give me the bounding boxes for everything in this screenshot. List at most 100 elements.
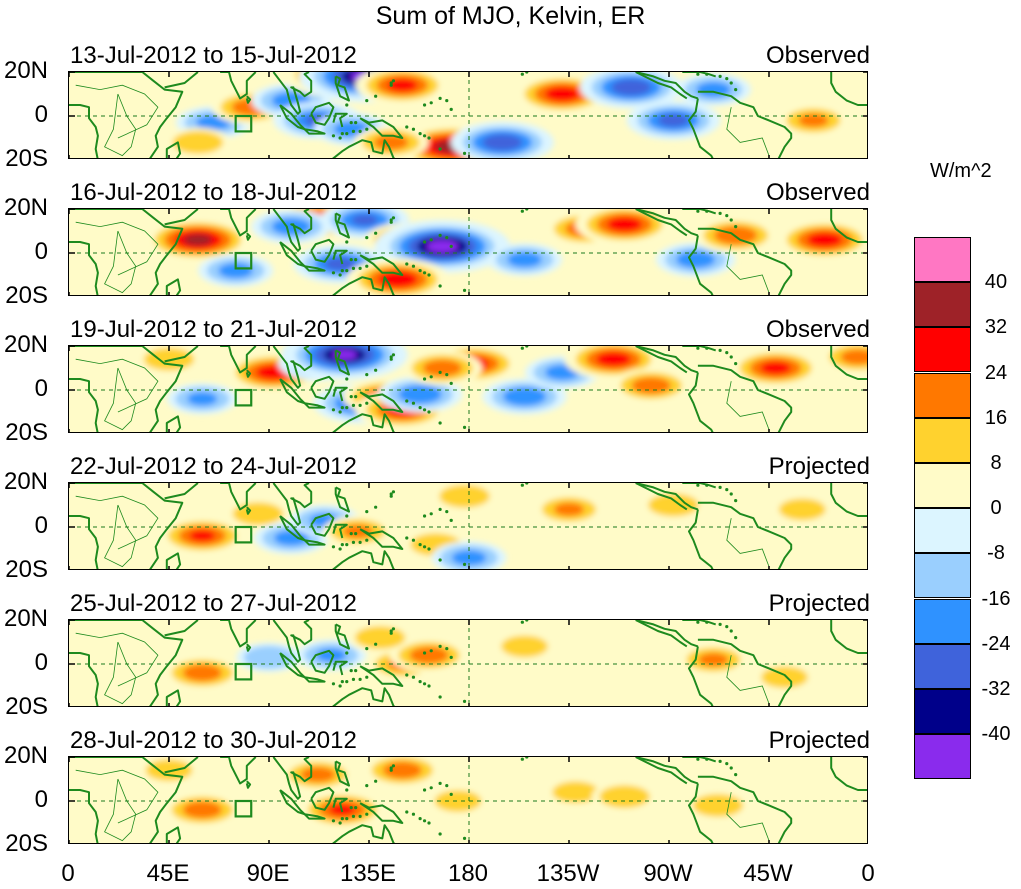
island-dot [354, 806, 358, 810]
island-dot [405, 536, 409, 540]
colorbar-swatch [914, 553, 971, 599]
island-dot [358, 540, 362, 544]
colorbar-swatch [914, 598, 971, 644]
island-dot [411, 675, 416, 679]
coastline [682, 209, 717, 215]
anomaly-contour [143, 347, 195, 371]
island-dot [525, 72, 529, 74]
coastline [332, 660, 348, 676]
island-dot [354, 669, 358, 673]
anomaly-contour [692, 794, 744, 817]
coastline [635, 346, 699, 374]
colorbar-swatch [914, 463, 971, 508]
coastline [310, 238, 335, 263]
latitude-tick-label: 20N [3, 742, 48, 769]
anomaly-contour [544, 86, 580, 102]
island-dot [445, 373, 449, 377]
island-dot [729, 218, 733, 222]
island-dot [389, 629, 393, 633]
island-dot [725, 77, 729, 81]
anomaly-contour [502, 387, 547, 406]
coastline [245, 369, 252, 378]
island-dot [445, 647, 449, 651]
island-dot [718, 622, 722, 626]
island-dot [391, 79, 396, 83]
island-dot [429, 649, 433, 653]
island-dot [345, 680, 349, 684]
reference-box [234, 114, 253, 133]
island-dot [705, 483, 709, 487]
island-dot [696, 346, 700, 350]
coastline [635, 72, 688, 100]
coastline [359, 665, 404, 687]
coastline [69, 620, 184, 706]
latitude-tick-label: 20S [5, 556, 48, 583]
island-dot [429, 101, 433, 105]
coastline [164, 757, 199, 774]
island-dot [331, 408, 336, 412]
island-dot [345, 103, 349, 107]
anomaly-contour [840, 349, 867, 365]
latitude-tick-label: 20S [5, 282, 48, 309]
island-dot [331, 271, 336, 275]
coastline [272, 483, 313, 526]
island-dot [340, 269, 344, 273]
anomaly-contour [798, 113, 829, 128]
island-dot [696, 620, 700, 624]
island-dot [389, 220, 393, 224]
panel-map [68, 71, 868, 159]
coastline [332, 139, 396, 158]
anomaly-contour [554, 502, 584, 517]
anomaly-contour [698, 652, 729, 667]
island-dot [525, 483, 529, 485]
panel-date-range: 16-Jul-2012 to 18-Jul-2012 [70, 179, 357, 206]
anomaly-contour [409, 646, 449, 664]
coastline [682, 72, 717, 78]
chart-title: Sum of MJO, Kelvin, ER [375, 2, 646, 30]
country-border [75, 495, 159, 550]
coastline [830, 72, 867, 106]
island-dot [411, 401, 416, 405]
coastline [69, 104, 99, 158]
coastline [359, 117, 404, 139]
colorbar-swatch [914, 372, 971, 418]
country-border [75, 769, 159, 824]
coastline [303, 128, 326, 135]
island-dot [696, 757, 700, 761]
island-dot [345, 788, 349, 792]
anomaly-contour [778, 498, 826, 521]
island-dot [389, 494, 393, 498]
longitude-tick-label: 45W [743, 860, 793, 887]
island-dot [718, 211, 722, 215]
island-dot [729, 81, 733, 85]
island-dot [422, 240, 427, 244]
island-dot [449, 244, 453, 248]
coastline [332, 413, 396, 432]
coastline [69, 72, 184, 158]
coastline [635, 209, 699, 237]
reference-box [234, 525, 253, 544]
coastline [272, 346, 313, 389]
island-dot [418, 543, 422, 547]
island-dot [520, 209, 524, 213]
island-dot [525, 209, 529, 211]
coastline [245, 95, 252, 104]
coastline [332, 824, 396, 843]
island-dot [729, 629, 733, 633]
coastline [164, 209, 199, 226]
island-dot [374, 94, 378, 98]
island-dot [422, 377, 427, 381]
panel-date-range: 25-Jul-2012 to 27-Jul-2012 [70, 590, 357, 617]
coastline [164, 72, 199, 89]
coastline [220, 346, 257, 374]
coastline [332, 797, 348, 813]
island-dot [340, 543, 344, 547]
coastline [334, 486, 350, 513]
island-dot [345, 406, 349, 410]
island-dot [449, 107, 453, 111]
panel-status: Observed [765, 42, 870, 69]
island-dot [411, 127, 416, 131]
island-dot [365, 538, 369, 542]
country-border [104, 93, 137, 157]
island-dot [365, 127, 369, 131]
